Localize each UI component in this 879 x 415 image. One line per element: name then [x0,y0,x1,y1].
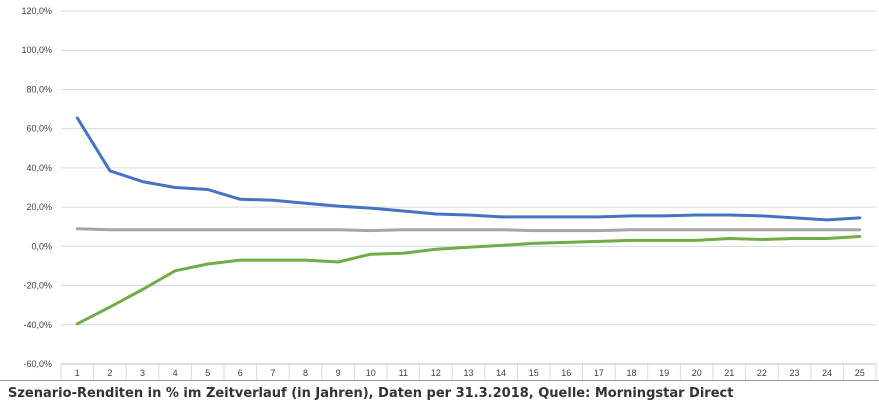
x-axis-tick-labels: 1 2 3 4 5 6 7 8 9 10 11 12 13 14 15 16 17 18 19 20 21 22 23 24 2… [75,368,865,378]
series-line-1 [75,116,862,222]
y-tick-label: 120,0% [21,6,52,16]
caption-divider [0,380,879,381]
x-tick-label: 14 [496,368,506,378]
x-tick-label: 15 [529,368,539,378]
x-tick-label: 6 [238,368,243,378]
y-tick-label: -40,0% [23,320,52,330]
x-tick-label: 10 [366,368,376,378]
series-line-2 [75,227,862,233]
x-tick-label: 13 [463,368,473,378]
x-tick-label: 7 [270,368,275,378]
x-tick-label: 2 [107,368,112,378]
x-tick-label: 9 [336,368,341,378]
x-tick-label: 5 [205,368,210,378]
x-tick-label: 20 [692,368,702,378]
x-tick-label: 16 [561,368,571,378]
gridlines [61,10,876,365]
y-tick-label: 60,0% [26,124,52,134]
y-tick-label: 20,0% [26,202,52,212]
x-tick-label: 4 [173,368,178,378]
y-tick-label: 80,0% [26,84,52,94]
x-tick-label: 18 [626,368,636,378]
y-tick-label: 0,0% [31,241,52,251]
x-tick-label: 21 [724,368,734,378]
x-tick-label: 17 [594,368,604,378]
y-tick-label: 40,0% [26,163,52,173]
x-tick-label: 22 [757,368,767,378]
x-tick-label: 3 [140,368,145,378]
x-tick-label: 23 [789,368,799,378]
y-tick-label: 100,0% [21,45,52,55]
x-tick-label: 11 [399,368,408,378]
y-tick-label: -60,0% [23,359,52,369]
x-tick-label: 24 [822,368,832,378]
y-axis-tick-labels: -60,0% -40,0% -20,0% 0,0% 20,0% 40,0% 60,0% 80,… [21,6,52,369]
chart-caption: Szenario-Renditen in % im Zeitverlauf (i… [8,386,734,401]
x-tick-label: 1 [75,368,80,378]
x-tick-label: 19 [659,368,669,378]
x-tick-label: 25 [855,368,865,378]
series-line-3 [75,235,862,326]
x-axis [60,363,877,380]
x-tick-label: 12 [431,368,441,378]
x-tick-label: 8 [303,368,308,378]
series-lines [75,116,862,326]
y-tick-label: -20,0% [23,281,52,291]
